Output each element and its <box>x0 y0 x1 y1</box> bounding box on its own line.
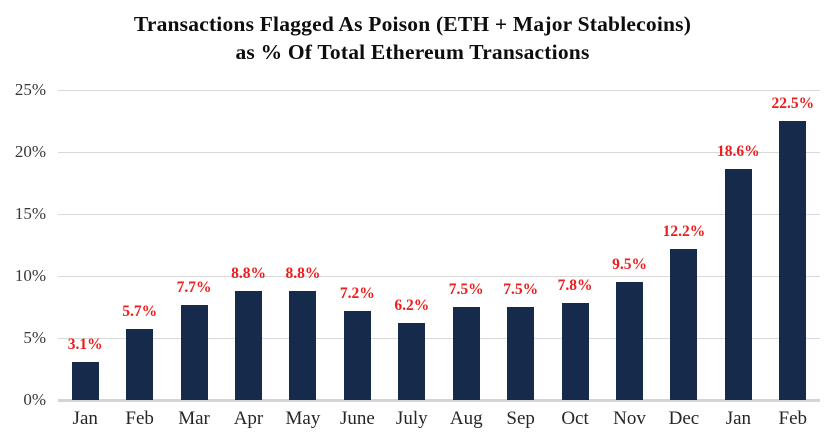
y-axis-tick-label: 20% <box>14 142 46 161</box>
y-axis-tick-label: 10% <box>14 266 46 285</box>
gridline <box>58 152 820 153</box>
x-axis-tick-label: Oct <box>561 408 589 429</box>
bar <box>126 329 154 400</box>
x-axis-tick-label: Mar <box>178 408 210 429</box>
x-axis-tick-label: Feb <box>778 408 808 429</box>
bar-value-label: 12.2% <box>662 222 706 240</box>
gridline <box>58 338 820 339</box>
bar-value-label: 3.1% <box>67 335 103 353</box>
bar <box>724 169 752 400</box>
bar <box>670 248 698 400</box>
x-axis-tick-label: Dec <box>668 408 700 429</box>
bar-value-label: 8.8% <box>285 264 321 282</box>
bar-value-label: 7.5% <box>448 281 484 298</box>
x-axis-tick-label: Feb <box>125 408 154 429</box>
x-axis-tick-label: May <box>285 408 321 429</box>
x-axis-tick-label: Jan <box>72 408 98 429</box>
bar-value-label: 7.5% <box>503 281 539 298</box>
bar-value-label: 5.7% <box>122 303 158 321</box>
x-axis-tick-label: Sep <box>506 408 535 429</box>
y-axis-tick-label: 15% <box>14 204 46 223</box>
y-axis-tick-label: 5% <box>23 328 46 347</box>
bar <box>779 121 807 400</box>
bar <box>71 361 99 400</box>
bar <box>235 290 262 400</box>
gridline <box>58 276 820 277</box>
bar-value-label: 8.8% <box>231 264 266 282</box>
bar-value-label: 7.8% <box>557 277 593 295</box>
x-axis-tick-label: June <box>339 408 375 429</box>
bar <box>561 303 589 400</box>
y-axis-tick-label: 25% <box>14 80 46 99</box>
bar <box>507 307 535 400</box>
x-axis-tick-label: Aug <box>449 408 483 429</box>
bar-value-label: 18.6% <box>717 143 760 161</box>
x-axis-tick-label: July <box>395 408 428 429</box>
x-axis-tick-label: Apr <box>233 408 264 429</box>
bar-value-label: 22.5% <box>771 95 815 112</box>
bar-value-label: 9.5% <box>612 256 647 274</box>
y-axis-tick-label: 0% <box>23 390 46 409</box>
bar-value-label: 6.2% <box>394 297 430 315</box>
bar <box>452 307 480 400</box>
chart-title-line1: Transactions Flagged As Poison (ETH + Ma… <box>133 12 692 36</box>
bar <box>289 290 317 400</box>
chart-title-line2: as % Of Total Ethereum Transactions <box>235 40 590 64</box>
x-axis-baseline <box>58 399 820 402</box>
x-axis-tick-label: Nov <box>613 408 646 429</box>
gridline <box>58 90 820 91</box>
bar <box>616 282 643 400</box>
gridline <box>58 214 820 215</box>
bar <box>343 310 371 400</box>
bar <box>180 304 208 400</box>
chart-title: Transactions Flagged As Poison (ETH + Ma… <box>0 10 825 66</box>
bar-value-label: 7.7% <box>176 278 212 296</box>
x-axis-tick-label: Jan <box>725 408 752 429</box>
bar-value-label: 7.2% <box>339 284 375 302</box>
bar <box>398 323 426 400</box>
